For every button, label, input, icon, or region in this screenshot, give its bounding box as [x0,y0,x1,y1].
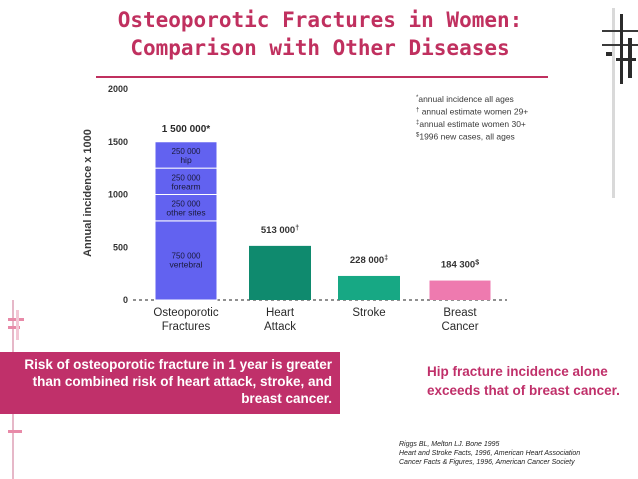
footnote-2: ‡annual estimate women 30+ [416,119,526,129]
x-label-0-line-2: Fractures [162,321,211,333]
reference-3: Cancer Facts & Figures, 1996, American C… [399,459,575,466]
footnote-text-3: 1996 new cases, all ages [419,132,514,142]
footnote-text-1: annual estimate women 29+ [419,107,528,117]
footnote-3: $1996 new cases, all ages [416,132,515,142]
callout-line-2: than combined risk of heart attack, stro… [32,374,332,389]
footnote-mark-1: † [416,108,419,114]
x-axis-labels: Osteoporotic Fractures Heart Attack Stroke Br… [153,307,478,333]
risk-callout: Risk of osteoporotic fracture in 1 year … [0,352,340,414]
bar-value-label-2: 228 000‡ [350,255,388,266]
osteo-total-label: 1 500 000* [162,124,210,135]
osteo-segment-type-3: hip [180,155,192,165]
bar-value-mark-2: ‡ [384,255,388,262]
osteo-segment-value-2: 250 000 [172,173,201,182]
title-line-2: Comparison with Other Diseases [130,36,510,60]
bar-3 [429,280,491,300]
bar-value-label-1: 513 000† [261,225,299,236]
y-axis: 0 500 1000 1500 2000 [108,84,128,305]
hip-fracture-note: Hip fracture incidence alone exceeds tha… [400,362,638,400]
footnote-mark-0: * [416,95,419,101]
chart-footnotes: *annual incidence all ages † annual estim… [416,94,528,142]
footnote-0: *annual incidence all ages [416,94,514,104]
bar-2 [338,275,400,300]
y-tick-label-500: 500 [113,242,128,252]
y-tick-label-1500: 1500 [108,137,128,147]
bar-value-3: 184 300 [441,260,475,271]
title-line-1: Osteoporotic Fractures in Women: [117,8,523,32]
reference-1: Riggs BL, Melton LJ. Bone 1995 [399,441,500,448]
osteo-segment-0 [154,220,218,301]
bar-value-label-3: 184 300$ [441,260,479,271]
y-axis-title: Annual incidence x 1000 [82,129,94,257]
y-tick-label-1000: 1000 [108,190,128,200]
bar-value-1: 513 000 [261,225,295,236]
x-label-3-line-1: Breast [443,307,477,319]
bar-value-2: 228 000 [350,255,384,266]
left-margin [0,0,10,479]
osteo-segment-value-3: 250 000 [172,147,201,156]
osteo-segment-1 [154,194,218,222]
x-label-3-line-2: Cancer [441,321,478,333]
bar-value-mark-3: $ [475,260,479,267]
footnote-mark-2: ‡ [416,120,419,126]
x-label-1-line-2: Attack [264,321,296,333]
decorative-pattern-right [602,8,638,198]
title-underline [96,76,548,78]
osteo-segment-type-2: forearm [171,181,200,191]
footnote-text-2: annual estimate women 30+ [419,119,526,129]
references: Riggs BL, Melton LJ. Bone 1995 Heart and… [399,440,635,467]
osteo-segment-type-0: vertebral [169,259,202,269]
callout-line-3: breast cancer. [241,391,332,406]
reference-2: Heart and Stroke Facts, 1996, American H… [399,450,581,457]
bar-1 [249,245,311,300]
x-label-1-line-1: Heart [266,307,295,319]
hip-note-line-1: Hip fracture incidence alone [427,364,608,379]
y-tick-label-2000: 2000 [108,84,128,94]
bar-value-mark-1: † [295,225,299,232]
osteo-segment-value-1: 250 000 [172,200,201,209]
osteo-segment-2 [154,167,218,195]
osteo-segment-type-1: other sites [166,208,205,218]
y-tick-label-0: 0 [123,295,128,305]
x-label-0-line-1: Osteoporotic [153,307,218,319]
osteo-segment-value-0: 750 000 [172,251,201,260]
osteo-segment-3 [154,141,218,169]
callout-line-1: Risk of osteoporotic fracture in 1 year … [24,357,332,372]
x-label-2-line-1: Stroke [352,307,385,319]
hip-note-line-2: exceeds that of breast cancer. [427,383,620,398]
footnote-1: † annual estimate women 29+ [416,107,528,117]
slide-title: Osteoporotic Fractures in Women: Compari… [70,6,570,62]
footnote-text-0: annual incidence all ages [418,94,513,104]
footnote-mark-3: $ [416,133,420,139]
